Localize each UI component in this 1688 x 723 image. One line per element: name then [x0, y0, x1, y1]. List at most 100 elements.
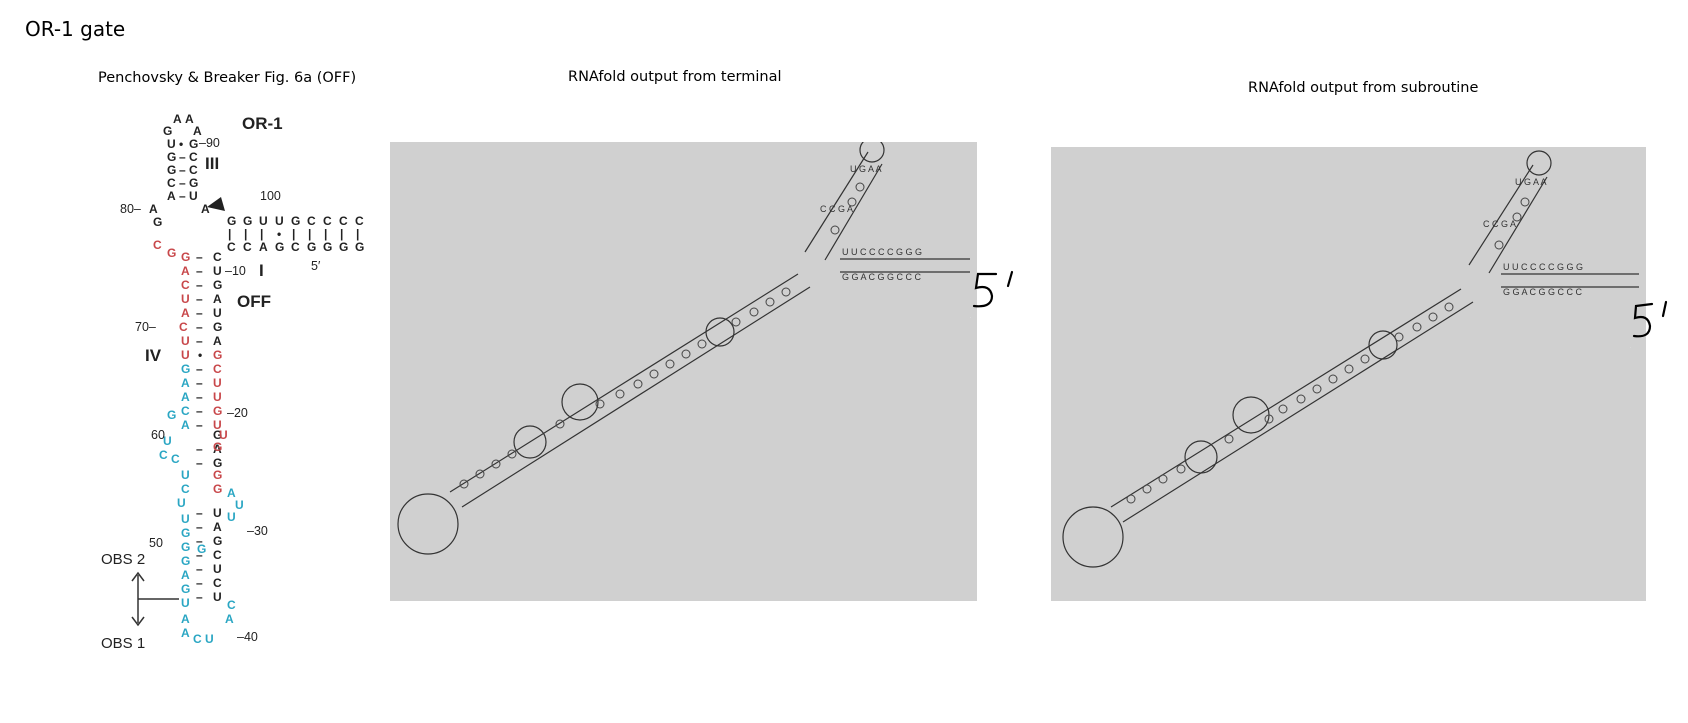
svg-text:–: – [196, 320, 203, 334]
svg-text:–: – [179, 189, 186, 203]
svg-text:G: G [213, 348, 222, 362]
svg-text:|: | [324, 227, 327, 241]
svg-text:U: U [213, 506, 222, 520]
svg-text:G: G [213, 456, 222, 470]
svg-text:G G A C G G C C C: G G A C G G C C C [842, 272, 922, 282]
svg-text:C: C [181, 278, 190, 292]
svg-text:5': 5' [970, 317, 972, 319]
svg-text:•: • [179, 137, 183, 151]
svg-text:G: G [355, 240, 364, 254]
svg-text:C: C [189, 150, 198, 164]
svg-text:–: – [196, 456, 203, 470]
subroutine-5prime-annotation: 5' [1630, 300, 1685, 355]
subroutine-output-panel: U U C C C C G G G G G A C G G C C C C C … [1051, 147, 1646, 601]
num-50: 50 [149, 536, 163, 550]
num-80: 80– [120, 202, 141, 216]
svg-text:C: C [213, 548, 222, 562]
terminal-structure-plot: U U C C C C G G G G G A C G G C C C C C … [397, 137, 970, 555]
svg-text:A: A [213, 334, 222, 348]
svg-text:U U C C C C G G G: U U C C C C G G G [1503, 262, 1583, 272]
svg-text:U: U [259, 214, 268, 228]
svg-text:U: U [213, 306, 222, 320]
subroutine-caption: RNAfold output from subroutine [1248, 80, 1479, 96]
svg-text:–: – [196, 292, 203, 306]
stem-III-label: III [205, 154, 219, 173]
svg-text:C: C [181, 482, 190, 496]
svg-text:A: A [227, 486, 236, 500]
svg-text:–: – [196, 250, 203, 264]
svg-text:U: U [213, 390, 222, 404]
svg-text:A: A [181, 568, 190, 582]
svg-text:C: C [291, 240, 300, 254]
svg-text:G: G [323, 240, 332, 254]
svg-text:C: C [227, 598, 236, 612]
svg-text:G: G [181, 582, 190, 596]
cleavage-site-arrow [207, 197, 225, 211]
svg-text:C: C [213, 362, 222, 376]
svg-text:A: A [213, 520, 222, 534]
svg-text:–: – [196, 362, 203, 376]
svg-text:|: | [340, 227, 343, 241]
num-100: 100 [260, 189, 281, 203]
svg-text:A: A [259, 240, 268, 254]
subroutine-structure-plot: U U C C C C G G G G G A C G G C C C C C … [1062, 150, 1639, 568]
svg-text:C: C [171, 452, 180, 466]
svg-text:U: U [213, 264, 222, 278]
svg-text:G: G [213, 320, 222, 334]
svg-text:G: G [181, 362, 190, 376]
svg-text:–: – [196, 520, 203, 534]
svg-text:G: G [213, 404, 222, 418]
num-60: 60 [151, 428, 165, 442]
svg-text:–: – [179, 163, 186, 177]
terminal-5prime-annotation: 5' [970, 270, 1030, 325]
svg-text:C: C [243, 240, 252, 254]
svg-text:G: G [167, 150, 176, 164]
num-70: 70– [135, 320, 156, 334]
svg-text:•: • [198, 348, 202, 362]
svg-text:G: G [167, 163, 176, 177]
svg-text:A: A [181, 390, 190, 404]
svg-text:C: C [167, 176, 176, 190]
svg-text:U: U [181, 512, 190, 526]
svg-text:U: U [181, 348, 190, 362]
obs1-label: OBS 1 [101, 635, 145, 652]
svg-text:U: U [189, 189, 198, 203]
svg-text:–: – [196, 376, 203, 390]
num-40: –40 [237, 630, 258, 644]
svg-text:A: A [181, 376, 190, 390]
svg-text:–: – [196, 534, 203, 548]
svg-text:–: – [196, 548, 203, 562]
svg-text:–: – [196, 562, 203, 576]
svg-text:U: U [213, 418, 222, 432]
svg-text:U: U [219, 428, 228, 442]
num-20: –20 [227, 406, 248, 420]
svg-text:•: • [277, 227, 281, 241]
stem-I-label: I [259, 261, 264, 280]
svg-text:A: A [181, 418, 190, 432]
svg-text:|: | [228, 227, 231, 241]
stem-IV-label: IV [145, 346, 162, 365]
svg-text:U: U [235, 498, 244, 512]
svg-text:–: – [179, 176, 186, 190]
svg-text:U G A A: U G A A [850, 164, 882, 174]
svg-text:–: – [196, 576, 203, 590]
svg-text:C: C [213, 576, 222, 590]
svg-text:|: | [260, 227, 263, 241]
svg-text:|: | [244, 227, 247, 241]
svg-text:G: G [181, 250, 190, 264]
num-30: –30 [247, 524, 268, 538]
svg-text:C: C [323, 214, 332, 228]
svg-text:U: U [167, 137, 176, 151]
svg-text:–: – [196, 264, 203, 278]
svg-text:–: – [196, 306, 203, 320]
svg-text:U: U [181, 334, 190, 348]
svg-text:G: G [339, 240, 348, 254]
svg-text:C C G A: C C G A [820, 204, 853, 214]
svg-text:A: A [181, 264, 190, 278]
svg-text:C: C [355, 214, 364, 228]
svg-text:G: G [213, 278, 222, 292]
svg-text:5': 5' [1630, 347, 1632, 349]
svg-text:–: – [196, 278, 203, 292]
obs2-label: OBS 2 [101, 551, 145, 568]
svg-text:–: – [196, 334, 203, 348]
